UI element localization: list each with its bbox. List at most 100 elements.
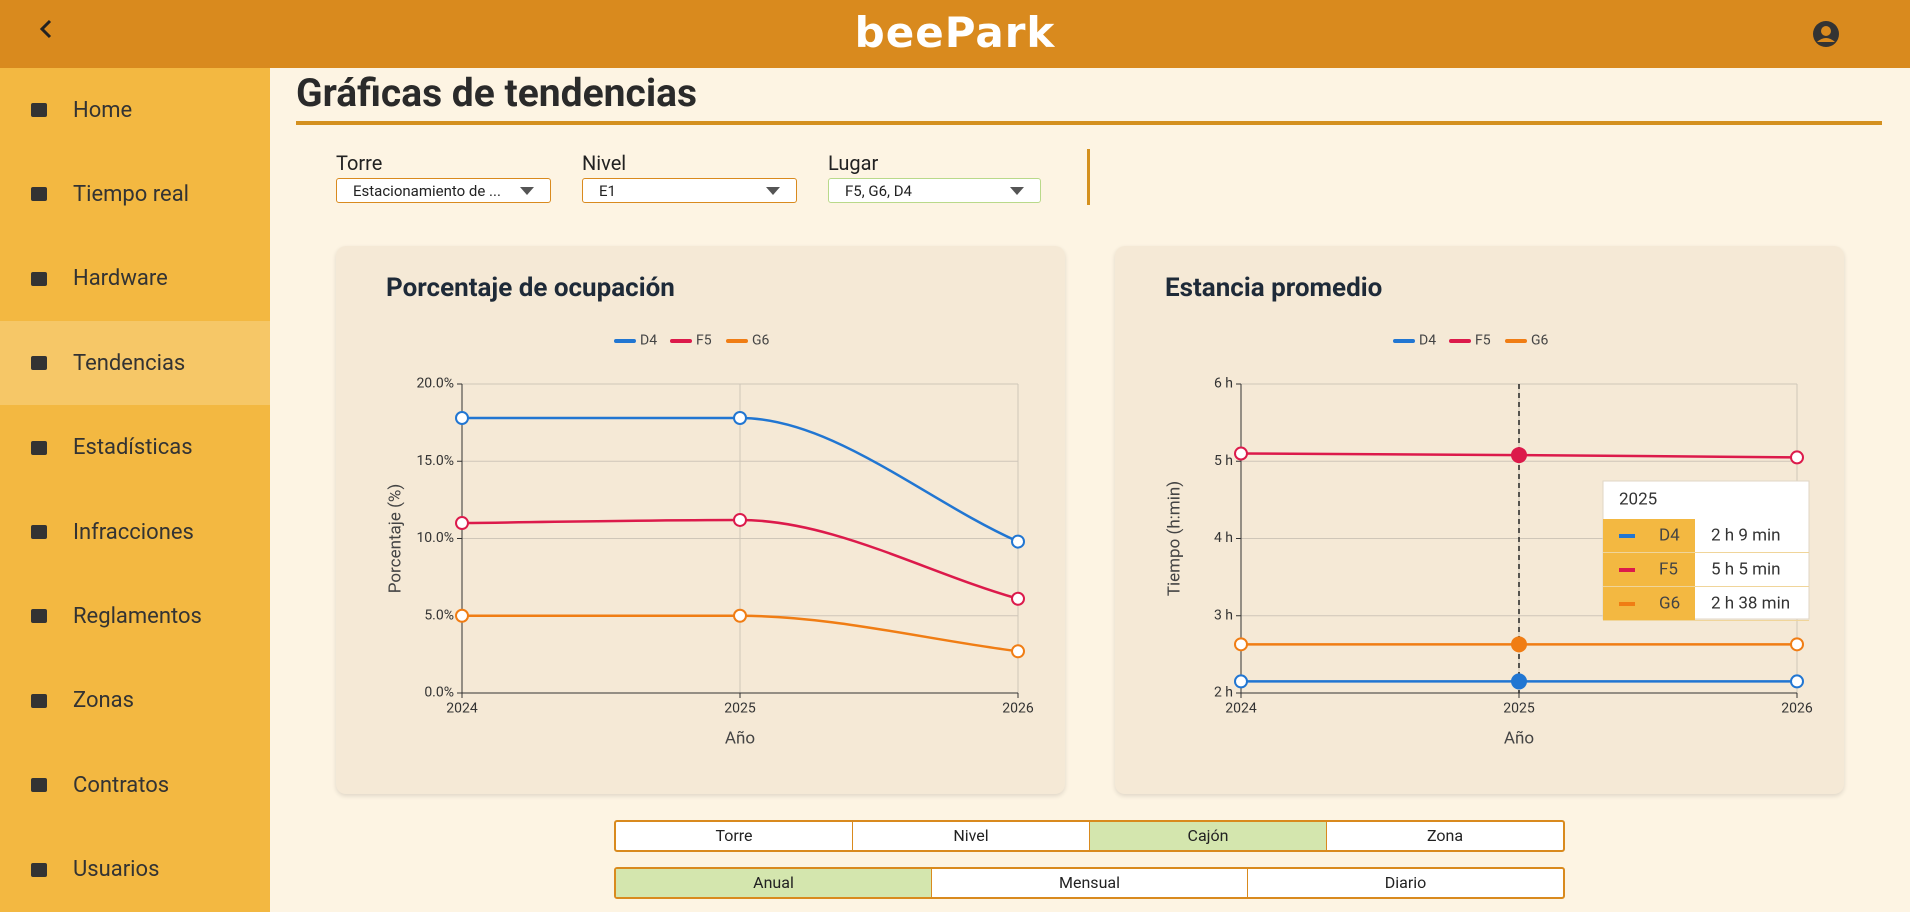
nav-label: Home	[73, 97, 133, 123]
nav-item[interactable]: Hardware	[0, 237, 270, 321]
data-point[interactable]	[1011, 591, 1025, 606]
nav-label: Zonas	[73, 688, 134, 714]
profile-button[interactable]	[1812, 20, 1840, 48]
tooltip-name: G6	[1659, 593, 1680, 613]
x-tick-label: 2025	[724, 701, 756, 717]
icon-shape	[31, 862, 47, 877]
data-point[interactable]	[733, 608, 747, 623]
nav-item[interactable]: Home	[0, 68, 270, 152]
segment-button[interactable]: Nivel	[852, 822, 1089, 850]
icon-shape	[31, 609, 47, 624]
nav-item[interactable]: Tendencias	[0, 321, 270, 406]
segment-button[interactable]: Diario	[1247, 869, 1563, 897]
nav-icon	[31, 778, 47, 793]
icon-shape	[31, 187, 47, 202]
select-value: F5, G6, D4	[845, 182, 912, 200]
data-point[interactable]	[1790, 450, 1804, 465]
dropdown-arrow	[766, 187, 780, 195]
legend-label: G6	[752, 333, 770, 349]
nav-label: Reglamentos	[73, 603, 202, 629]
data-point[interactable]	[1234, 446, 1248, 461]
icon-shape	[31, 271, 47, 286]
select-value: E1	[599, 182, 616, 200]
data-point[interactable]	[1011, 644, 1025, 659]
filter-select[interactable]: F5, G6, D4	[828, 178, 1041, 203]
tooltip-value: 2 h 9 min	[1711, 525, 1781, 545]
nav-item[interactable]: Estadísticas	[0, 406, 270, 490]
data-point[interactable]	[455, 516, 469, 531]
chart: Porcentaje de ocupación D4 F5 G6 0.0% 5.0% 10.…	[385, 273, 1034, 749]
data-point[interactable]	[1234, 674, 1248, 689]
filter-select[interactable]: Estacionamiento de ...	[336, 178, 551, 203]
group-selector: Torre Nivel Cajón Zona	[614, 820, 1565, 852]
page-title: Gráficas de tendencias	[296, 70, 698, 116]
y-tick-label: 5.0%	[424, 607, 454, 623]
x-tick-label: 2024	[1225, 701, 1257, 717]
nav-item[interactable]: Usuarios	[0, 828, 270, 912]
nav-item[interactable]: Tiempo real	[0, 152, 270, 236]
y-tick-label: 5 h	[1214, 453, 1233, 469]
y-tick-label: 3 h	[1214, 607, 1233, 623]
legend-label: D4	[640, 333, 657, 349]
y-axis-label: Porcentaje (%)	[385, 484, 405, 594]
y-tick-label: 0.0%	[424, 685, 454, 701]
data-point[interactable]	[1011, 534, 1025, 549]
nav-icon	[31, 187, 47, 202]
data-point[interactable]	[1511, 673, 1527, 690]
tooltip-title: 2025	[1619, 489, 1657, 509]
legend-label: G6	[1531, 333, 1549, 349]
data-point[interactable]	[455, 608, 469, 623]
legend-label: F5	[696, 333, 712, 349]
icon-shape	[31, 693, 47, 708]
segment-button[interactable]: Torre	[715, 826, 753, 845]
data-point[interactable]	[733, 410, 747, 425]
nav-label: Hardware	[73, 266, 168, 292]
x-tick-label: 2025	[1503, 701, 1535, 717]
nav-item[interactable]: Reglamentos	[0, 574, 270, 658]
back-button[interactable]	[36, 18, 58, 40]
divider	[1087, 149, 1090, 205]
nav-item[interactable]: Zonas	[0, 659, 270, 743]
data-point[interactable]	[1511, 636, 1527, 653]
segment-button[interactable]: Zona	[1326, 822, 1563, 850]
icon-shape	[31, 356, 47, 371]
chart-card: Estancia promedio D4 F5 G6 2 h 3 h 4 h 5 h 6 h 20…	[1115, 246, 1844, 794]
data-point[interactable]	[733, 512, 747, 527]
chart: Estancia promedio D4 F5 G6 2 h 3 h 4 h 5 h 6 h 20…	[1164, 273, 1812, 749]
sidebar: Home Tiempo real Hardware Tendencias Estadís…	[0, 68, 270, 912]
tooltip-name: F5	[1659, 559, 1678, 579]
tooltip-key-cell	[1603, 587, 1695, 620]
data-point[interactable]	[1511, 447, 1527, 464]
select-value: Estacionamiento de ...	[353, 182, 501, 200]
nav-icon	[31, 356, 47, 371]
x-tick-label: 2024	[446, 701, 478, 717]
period-selector: Anual Mensual Diario	[614, 867, 1565, 899]
title-underline	[296, 121, 1882, 125]
tooltip-value: 5 h 5 min	[1711, 559, 1781, 579]
data-point[interactable]	[455, 410, 469, 425]
segment-button[interactable]: Cajón	[1089, 822, 1326, 850]
legend-label: F5	[1475, 333, 1491, 349]
filter-select[interactable]: E1	[582, 178, 797, 203]
segment-button[interactable]: Mensual	[931, 869, 1247, 897]
nav-icon	[31, 609, 47, 624]
tooltip-value: 2 h 38 min	[1711, 593, 1790, 613]
segment-button[interactable]: Anual	[616, 869, 931, 897]
y-tick-label: 6 h	[1214, 376, 1233, 392]
nav-label: Tendencias	[73, 350, 186, 376]
y-axis-label: Tiempo (h:min)	[1164, 481, 1184, 596]
legend-label: D4	[1419, 333, 1436, 349]
icon-shape	[31, 778, 47, 793]
x-axis-label: Año	[725, 728, 755, 748]
data-point[interactable]	[1790, 637, 1804, 652]
filter-label: Lugar	[828, 151, 879, 175]
x-axis-label: Año	[1504, 728, 1534, 748]
x-tick-label: 2026	[1002, 701, 1034, 717]
y-tick-label: 15.0%	[416, 453, 454, 469]
data-point[interactable]	[1790, 674, 1804, 689]
nav-item[interactable]: Contratos	[0, 743, 270, 827]
arrow-shape	[1010, 187, 1024, 195]
nav-item[interactable]: Infracciones	[0, 490, 270, 574]
data-point[interactable]	[1234, 637, 1248, 652]
